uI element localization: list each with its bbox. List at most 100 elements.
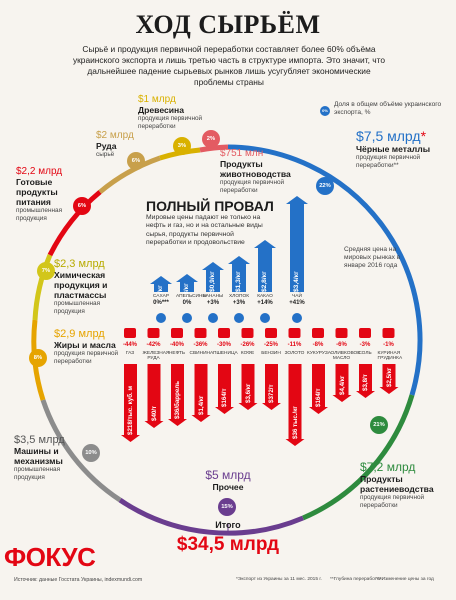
- rising-arrow: [202, 262, 224, 292]
- segment-chem-title: Химическая продукция и пластмассы: [54, 270, 108, 300]
- segment-ore-sub: сырьё: [96, 151, 115, 158]
- falling-item-name: СОЛЬ: [358, 351, 372, 356]
- segment-fats-sub: продукция первичной переработки: [54, 350, 119, 365]
- segment-food-sub: промышленная продукция: [16, 207, 63, 222]
- pct-dot-livestock: 2%: [202, 130, 220, 148]
- pct-dot-ore: 6%: [127, 152, 145, 170]
- rising-arrow: [150, 276, 172, 292]
- share-legend-text: Доля в общем объёме украинского экспорта…: [334, 101, 442, 116]
- rising-change: +14%: [257, 300, 273, 306]
- segment-livestock: $751 млн Продукты животноводства продукц…: [220, 148, 310, 194]
- falling-change: -6%: [336, 342, 347, 348]
- rising-item-name: ЧАЙ: [292, 294, 302, 299]
- segment-livestock-sub: продукция первичной переработки: [220, 179, 285, 194]
- falling-arrow: [262, 364, 281, 410]
- falling-price: $3,8/т: [362, 374, 369, 391]
- rising-item-name: АПЕЛЬСИНЫ: [176, 294, 207, 299]
- commodity-icon: [335, 328, 348, 338]
- segment-chem: $2,3 млрд Химическая продукция и пластма…: [54, 258, 130, 315]
- commodity-icon: [382, 328, 395, 338]
- pct-dot-fats: 8%: [29, 349, 47, 367]
- falling-arrow: [238, 364, 258, 410]
- falling-arrow: [356, 364, 375, 398]
- falling-item-name: КУКУРУЗА: [307, 351, 331, 356]
- falling-arrow: [332, 364, 352, 402]
- price-note: Средняя цена на мировых рынках в январе …: [344, 246, 401, 269]
- segment-food-title: Готовые продукты питания: [16, 177, 58, 207]
- rising-arrow: [254, 240, 276, 292]
- falling-change: -26%: [240, 342, 255, 348]
- pct-dot-chem: 7%: [37, 262, 55, 280]
- pct-dot-wood: 3%: [173, 137, 191, 155]
- commodity-icon: [124, 328, 136, 338]
- segment-crops-sub: продукция первичной переработки: [360, 494, 425, 509]
- falling-item-name: НЕФТЬ: [168, 351, 186, 356]
- rising-change: +3%: [206, 300, 220, 306]
- rising-change: 0%: [182, 300, 192, 306]
- rising-arrow: [286, 196, 308, 292]
- segment-metals-title: Чёрные металлы: [356, 144, 431, 154]
- segment-wood-value: $1 млрд: [138, 94, 176, 105]
- falling-price: $3,6/кг: [244, 383, 252, 403]
- falling-item-name: КОФЕ: [240, 351, 255, 356]
- falling-arrow: [379, 364, 399, 394]
- segment-machines-title: Машины и механизмы: [14, 446, 63, 466]
- commodity-icon: [208, 313, 218, 323]
- segment-machines-sub: промышленная продукция: [14, 466, 61, 481]
- segment-other-value: $5 млрд: [205, 468, 251, 482]
- falling-price: $164/т: [315, 388, 322, 407]
- falling-change: -3%: [359, 342, 371, 348]
- falling-change: -40%: [169, 342, 184, 348]
- falling-price: $1,4/кг: [197, 395, 205, 415]
- falling-change: -25%: [263, 342, 278, 348]
- falling-change: -8%: [312, 342, 324, 348]
- commodity-icon: [194, 328, 207, 338]
- ring-arc-other: [118, 497, 304, 536]
- commodity-icon: [156, 313, 166, 323]
- commodity-icon: [234, 313, 244, 323]
- ring-arc-food: [47, 190, 102, 257]
- segment-machines-value: $3,5 млрд: [14, 434, 65, 446]
- commodity-icon: [241, 328, 254, 338]
- segment-machines: $3,5 млрд Машины и механизмы промышленна…: [14, 434, 86, 481]
- ring-arc-crops: [302, 394, 415, 521]
- segment-ore: $2 млрд Руда сырьё: [96, 130, 146, 159]
- collapse-heading: ПОЛНЫЙ ПРОВАЛ: [146, 198, 274, 214]
- falling-arrow: [309, 364, 328, 414]
- pct-dot-crops: 21%: [370, 416, 388, 434]
- segment-wood-title: Древесина: [138, 105, 185, 115]
- logo-focus: ФОКУС: [4, 542, 96, 572]
- commodity-icon: [292, 313, 302, 323]
- ring-arc-machines: [40, 399, 122, 503]
- rising-item-name: САХАР: [152, 294, 170, 299]
- rising-change: +3%: [232, 300, 246, 306]
- falling-arrow: [215, 364, 234, 414]
- segment-wood: $1 млрд Древесина продукция первичной пе…: [138, 94, 218, 130]
- falling-item-name: БЕНЗИН: [261, 351, 281, 356]
- falling-item-name: ЗОЛОТО: [284, 351, 305, 356]
- footer-source: Источник: данные Госстата Украины, index…: [14, 577, 143, 583]
- falling-price: $372/т: [268, 384, 275, 403]
- pct-dot-machines: 10%: [82, 444, 100, 462]
- total-value: $34,5 млрд: [176, 534, 280, 555]
- commodity-icon: [147, 328, 160, 338]
- segment-chem-value: $2,3 млрд: [54, 258, 105, 270]
- ring-arc-ore: [98, 155, 161, 194]
- commodity-icon: [171, 328, 183, 338]
- rising-item-name: КАКАО: [257, 294, 273, 299]
- falling-price: $4,4/кг: [338, 375, 346, 395]
- falling-price: $164/т: [221, 388, 228, 407]
- commodity-icon: [182, 313, 192, 323]
- commodity-icon: [218, 328, 230, 338]
- segment-wood-sub: продукция первичной переработки: [138, 115, 203, 130]
- commodity-icon: [265, 328, 277, 338]
- falling-change: -36%: [193, 342, 208, 348]
- segment-crops: $7,2 млрд Продукты растениеводства проду…: [360, 460, 456, 509]
- segment-food-value: $2,2 млрд: [16, 166, 63, 177]
- rising-change: 0%***: [153, 300, 169, 306]
- total-label: Итого: [215, 520, 241, 530]
- falling-arrow: [191, 364, 211, 422]
- ring-arc-livestock: [199, 144, 229, 153]
